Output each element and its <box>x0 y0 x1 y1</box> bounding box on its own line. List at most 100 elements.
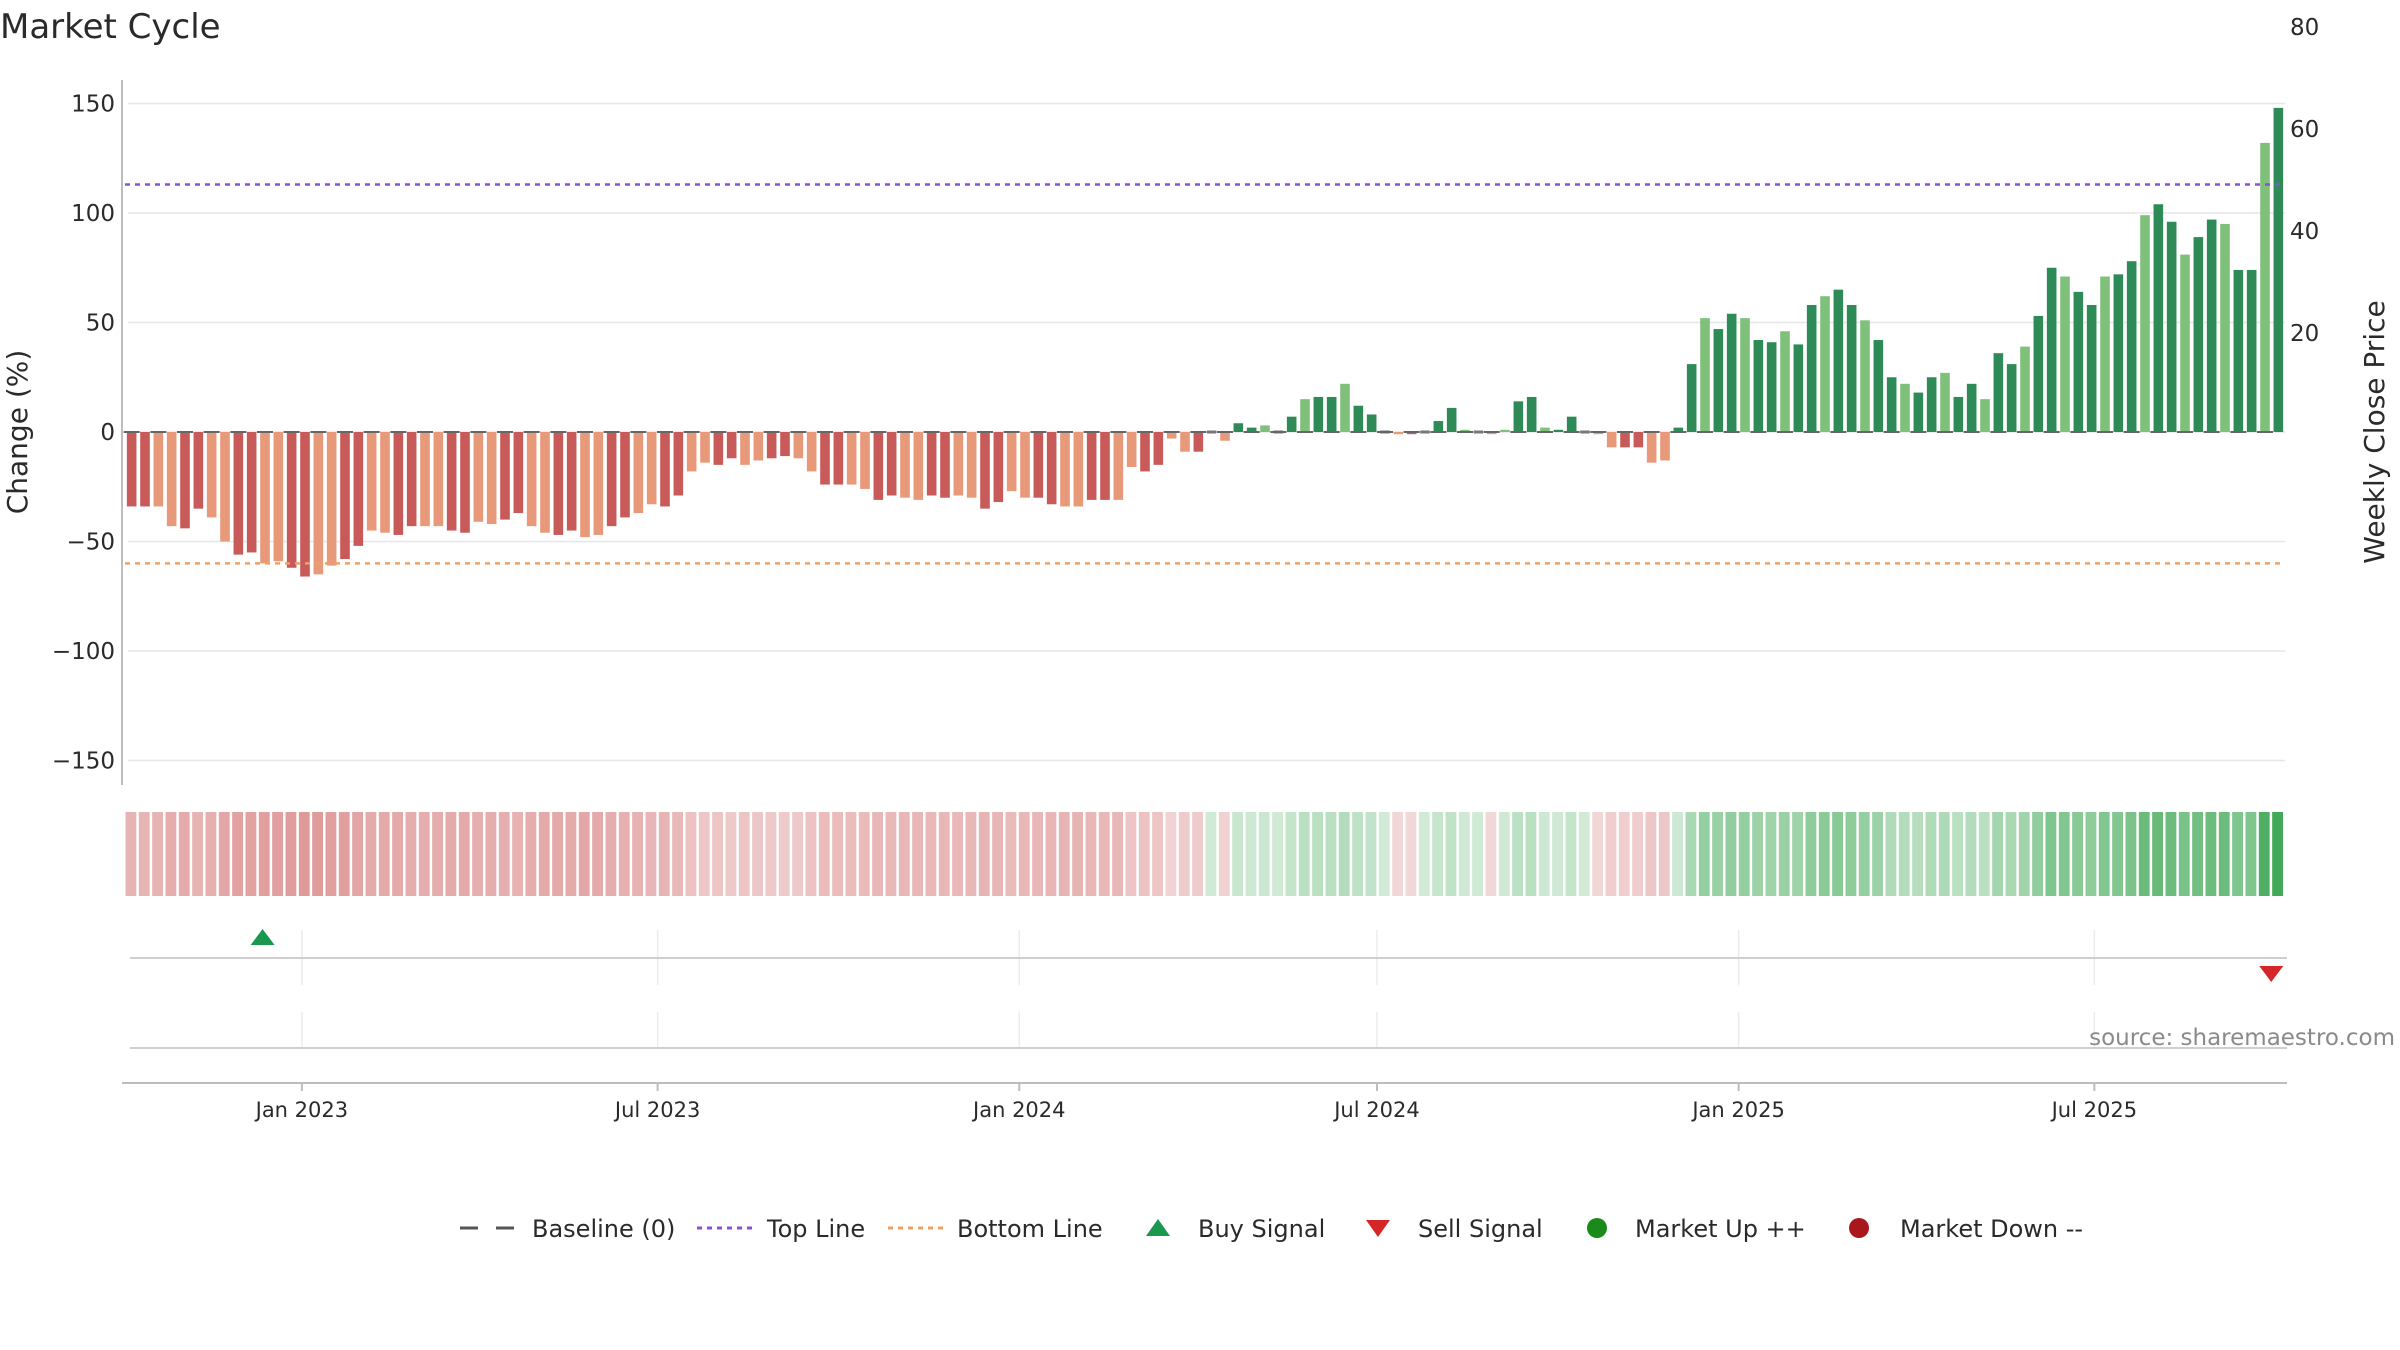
shade-cell <box>2205 812 2217 896</box>
bar <box>860 432 870 489</box>
shade-cell <box>538 812 550 896</box>
shade-cell <box>1485 812 1497 896</box>
bar <box>1206 430 1217 434</box>
shade-cell <box>672 812 683 896</box>
bar <box>1673 427 1684 432</box>
shade-cell <box>618 812 630 896</box>
bar <box>1006 432 1017 492</box>
shade-cell <box>458 812 470 896</box>
shade-cell <box>298 812 310 896</box>
shade-cell <box>125 812 137 896</box>
x-tick-label: Jan 2024 <box>971 1098 1066 1122</box>
bar <box>1513 401 1524 432</box>
left-y-ticks: 150 100 50 0 −50 −100 −150 <box>52 92 115 775</box>
shade-cell <box>312 812 323 896</box>
bar <box>2206 219 2217 432</box>
bar <box>1446 407 1457 432</box>
shade-cell <box>1018 812 1030 896</box>
shade-cell <box>1605 812 1617 896</box>
bar <box>1540 427 1550 432</box>
bar <box>1526 396 1537 432</box>
bar <box>553 432 564 535</box>
bar <box>1940 372 1950 432</box>
bar <box>126 432 137 507</box>
bar <box>1620 432 1630 448</box>
shade-cell <box>832 812 843 896</box>
shade-cell <box>1965 812 1977 896</box>
bar <box>1086 432 1097 500</box>
shade-cell <box>938 812 950 896</box>
shade-cell <box>1205 812 1217 896</box>
shade-cell <box>338 812 350 896</box>
shade-cell <box>965 812 977 896</box>
left-tick-label: 150 <box>71 92 115 118</box>
bar <box>273 432 284 562</box>
bar <box>2020 346 2030 432</box>
bar <box>2046 267 2057 432</box>
bar <box>913 432 924 500</box>
buy-signal-marker <box>250 929 275 945</box>
bar <box>926 432 937 496</box>
bar <box>1113 432 1124 500</box>
bar <box>1580 430 1590 434</box>
bar <box>380 432 390 533</box>
bar <box>2060 276 2070 432</box>
bar <box>2073 291 2084 432</box>
bar <box>313 432 324 575</box>
bar <box>1073 432 1084 507</box>
shade-cell <box>2018 812 2030 896</box>
shade-cell <box>1818 812 1830 896</box>
shade-cell <box>925 812 937 896</box>
shade-cell <box>1872 812 1883 896</box>
shade-cell <box>2165 812 2177 896</box>
shade-cell <box>1298 812 1310 896</box>
bar <box>566 432 577 531</box>
bar <box>1433 421 1444 432</box>
bar <box>153 432 164 507</box>
shade-cell <box>1272 812 1283 896</box>
shade-cell <box>1925 812 1937 896</box>
shade-cell <box>392 812 403 896</box>
bar <box>353 432 364 546</box>
left-tick-label: 0 <box>100 420 115 446</box>
shade-cell <box>2125 812 2137 896</box>
right-tick-label: 40 <box>2290 219 2319 245</box>
bar <box>1126 432 1137 468</box>
bar <box>1686 364 1697 432</box>
bar <box>620 432 630 518</box>
bar <box>393 432 404 535</box>
bar <box>526 432 537 527</box>
shade-cell <box>792 812 803 896</box>
right-axis-title: Weekly Close Price <box>2358 300 2391 563</box>
shade-cell <box>1072 812 1083 896</box>
shade-cell <box>1085 812 1097 896</box>
shade-cell <box>1245 812 1257 896</box>
bar <box>2113 274 2124 432</box>
bar <box>1926 377 1937 432</box>
right-y-ticks: 14012010080604020 <box>2290 15 2319 347</box>
shade-cell <box>498 812 510 896</box>
shade-cell <box>912 812 923 896</box>
bar <box>793 432 804 459</box>
bar <box>753 432 764 461</box>
bar <box>460 432 470 533</box>
bar <box>766 432 777 459</box>
shade-cell <box>1285 812 1297 896</box>
bar <box>1060 432 1070 507</box>
bar <box>1966 383 1977 432</box>
shade-cell <box>1458 812 1470 896</box>
bar <box>700 432 710 463</box>
bar <box>300 432 310 577</box>
bar <box>1606 432 1617 448</box>
x-tick-label: Jan 2023 <box>254 1098 349 1122</box>
shade-cell <box>1912 812 1923 896</box>
bar <box>1286 416 1297 432</box>
sell-signal-marker <box>2259 966 2284 982</box>
bar <box>1233 423 1244 432</box>
bar <box>1300 399 1310 432</box>
shade-cell <box>1525 812 1537 896</box>
shade-cell <box>1005 812 1017 896</box>
shade-cell <box>1152 812 1163 896</box>
shade-cell <box>2112 812 2123 896</box>
